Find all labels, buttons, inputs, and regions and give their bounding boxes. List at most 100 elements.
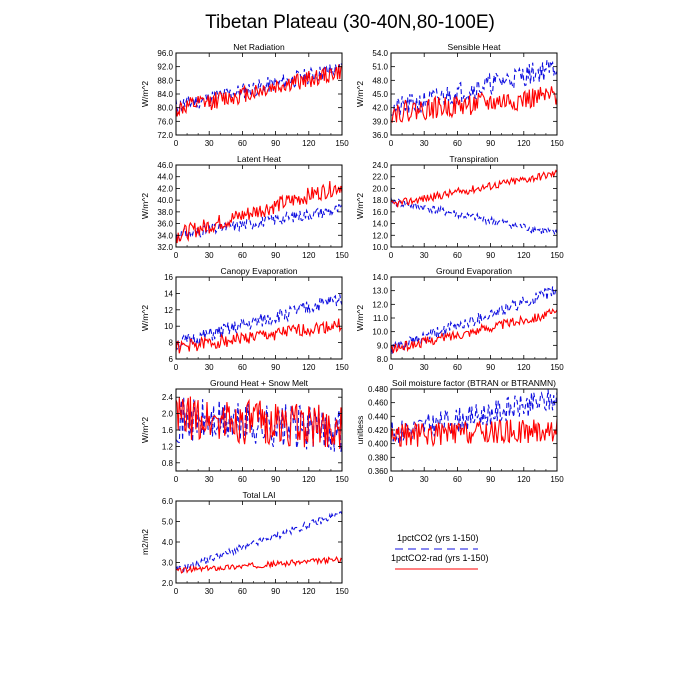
panel-title-soil-moisture-factor-btran-or-btranmn: Soil moisture factor (BTRAN or BTRANMN)	[392, 378, 556, 388]
series-line-1pctco2-rad-transpiration	[390, 169, 558, 208]
series-line-1pctco2-canopy-evaporation	[175, 294, 343, 350]
y-tick-label: 9.0	[377, 341, 389, 350]
x-tick-label: 30	[420, 139, 429, 148]
x-tick-label: 150	[550, 475, 564, 484]
panel-title-total-lai: Total LAI	[242, 490, 275, 500]
series-line-1pctco2-transpiration	[390, 197, 558, 237]
x-tick-label: 150	[550, 251, 564, 260]
series-line-1pctco2-rad-sensible-heat	[390, 86, 558, 124]
y-axis-label-ground-evaporation: W/m^2	[355, 305, 365, 331]
x-tick-label: 120	[302, 363, 316, 372]
y-axis-label-latent-heat: W/m^2	[140, 193, 150, 219]
y-axis-label-net-radiation: W/m^2	[140, 81, 150, 107]
series-line-1pctco2-ground-heat-snow-melt	[175, 397, 343, 452]
y-tick-label: 0.480	[368, 385, 389, 394]
series-line-1pctco2-soil-moisture-factor-btran-or-btranmn	[390, 389, 558, 445]
y-tick-label: 3.0	[162, 559, 174, 568]
panel-title-ground-evaporation: Ground Evaporation	[436, 266, 512, 276]
x-tick-label: 120	[302, 587, 316, 596]
series-line-1pctco2-total-lai	[175, 511, 343, 573]
x-tick-label: 150	[335, 251, 349, 260]
y-tick-label: 42.0	[372, 104, 388, 113]
y-tick-label: 34.0	[157, 231, 173, 240]
y-tick-label: 92.0	[157, 63, 173, 72]
series-line-1pctco2-sensible-heat	[391, 58, 558, 116]
y-tick-label: 13.0	[372, 287, 388, 296]
x-tick-label: 150	[550, 363, 564, 372]
y-tick-label: 24.0	[372, 161, 388, 170]
panel-ground-heat-snow-melt: Ground Heat + Snow Melt 0 30 60 90 120 150 0.8 1…	[140, 378, 349, 484]
y-tick-label: 38.0	[157, 208, 173, 217]
y-tick-label: 18.0	[372, 196, 388, 205]
panel-ground-evaporation: Ground Evaporation 0 30 60 90 120 150 8.0 9.0 10.…	[355, 266, 564, 372]
y-tick-label: 96.0	[157, 49, 173, 58]
y-tick-label: 14	[164, 289, 173, 298]
y-tick-label: 12	[164, 306, 173, 315]
panel-title-canopy-evaporation: Canopy Evaporation	[220, 266, 297, 276]
y-tick-label: 0.440	[368, 412, 389, 421]
y-axis-label-soil-moisture-factor-btran-or-btranmn: unitless	[355, 416, 365, 445]
y-tick-label: 76.0	[157, 117, 173, 126]
x-tick-label: 90	[271, 251, 280, 260]
x-tick-label: 150	[335, 139, 349, 148]
series-line-1pctco2-rad-net-radiation	[175, 64, 343, 117]
y-tick-label: 80.0	[157, 104, 173, 113]
x-tick-label: 30	[420, 363, 429, 372]
y-tick-label: 42.0	[157, 184, 173, 193]
y-tick-label: 0.380	[368, 453, 389, 462]
y-tick-label: 40.0	[157, 196, 173, 205]
panel-total-lai: Total LAI 0 30 60 90 120 150 2.0 3.0 4.0 5.0 6.0 m2/…	[140, 490, 349, 596]
panel-title-transpiration: Transpiration	[449, 154, 499, 164]
y-tick-label: 2.0	[162, 579, 174, 588]
y-tick-label: 2.0	[162, 410, 174, 419]
x-tick-label: 0	[389, 363, 394, 372]
x-tick-label: 60	[238, 587, 247, 596]
y-tick-label: 88.0	[157, 76, 173, 85]
plot-frame-canopy-evaporation	[175, 276, 343, 360]
y-tick-label: 2.4	[162, 393, 174, 402]
y-tick-label: 36.0	[157, 220, 173, 229]
y-tick-label: 0.460	[368, 399, 389, 408]
x-tick-label: 90	[486, 139, 495, 148]
legend-label-1pctco2: 1pctCO2 (yrs 1-150)	[397, 533, 479, 543]
series-line-1pctco2-rad-latent-heat	[175, 180, 343, 244]
y-tick-label: 54.0	[372, 49, 388, 58]
x-tick-label: 0	[174, 251, 179, 260]
x-tick-label: 90	[271, 363, 280, 372]
x-tick-label: 30	[420, 251, 429, 260]
y-tick-label: 5.0	[162, 518, 174, 527]
y-tick-label: 8	[169, 339, 174, 348]
x-tick-label: 150	[335, 363, 349, 372]
x-tick-label: 0	[174, 475, 179, 484]
series-line-1pctco2-rad-canopy-evaporation	[175, 318, 343, 354]
x-tick-label: 60	[453, 475, 462, 484]
x-tick-label: 60	[238, 475, 247, 484]
x-tick-label: 0	[174, 363, 179, 372]
x-tick-label: 60	[238, 139, 247, 148]
series-line-1pctco2-net-radiation	[175, 61, 343, 114]
x-tick-label: 120	[517, 251, 531, 260]
panel-latent-heat: Latent Heat 0 30 60 90 120 150 32.0 34.0 36.0 38.0…	[140, 154, 349, 260]
y-tick-label: 32.0	[157, 243, 173, 252]
legend: 1pctCO2 (yrs 1-150) 1pctCO2-rad (yrs 1-1…	[391, 533, 489, 570]
y-tick-label: 46.0	[157, 161, 173, 170]
panel-soil-moisture-factor-btran-or-btranmn: Soil moisture factor (BTRAN or BTRANMN)0…	[355, 378, 564, 484]
y-tick-label: 22.0	[372, 173, 388, 182]
y-tick-label: 6.0	[162, 497, 174, 506]
y-tick-label: 10.0	[372, 328, 388, 337]
y-tick-label: 48.0	[372, 76, 388, 85]
x-tick-label: 90	[486, 363, 495, 372]
y-axis-label-sensible-heat: W/m^2	[355, 81, 365, 107]
panel-transpiration: Transpiration 0 30 60 90 120 150 10.0 12.0 14.0 16…	[355, 154, 564, 260]
x-tick-label: 30	[205, 587, 214, 596]
series-line-1pctco2-rad-ground-heat-snow-melt	[175, 396, 343, 450]
x-tick-label: 120	[517, 139, 531, 148]
x-tick-label: 0	[389, 139, 394, 148]
x-tick-label: 90	[271, 139, 280, 148]
x-tick-label: 30	[205, 475, 214, 484]
y-tick-label: 36.0	[372, 131, 388, 140]
y-tick-label: 11.0	[373, 314, 389, 323]
x-tick-label: 0	[174, 139, 179, 148]
x-tick-label: 150	[550, 139, 564, 148]
